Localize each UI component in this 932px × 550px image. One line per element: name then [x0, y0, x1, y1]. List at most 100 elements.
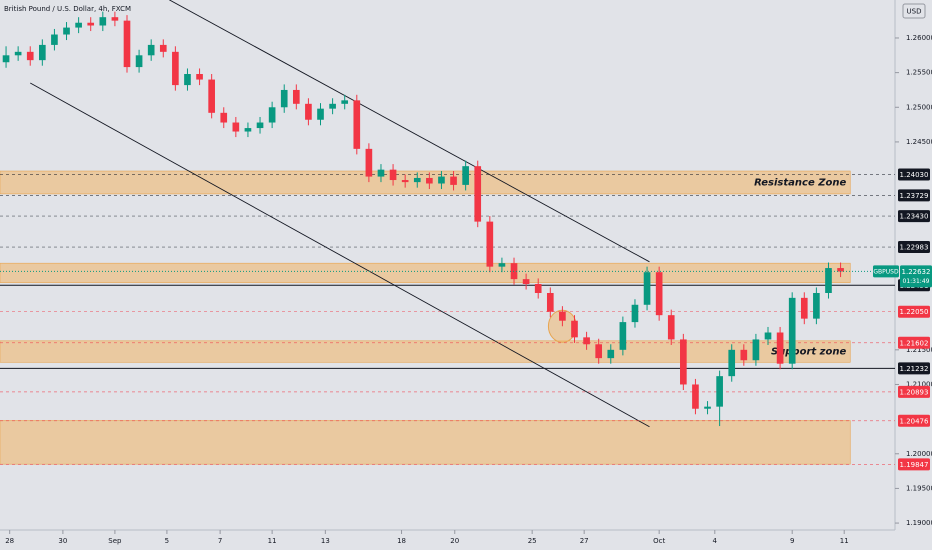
currency-box[interactable]: [902, 3, 926, 19]
candle-body: [14, 51, 22, 56]
candle-body: [39, 44, 46, 61]
candle-body: [232, 122, 240, 132]
x-tick-label: 25: [528, 537, 537, 545]
zone: [0, 340, 851, 363]
price-label: 1.22983: [900, 244, 929, 252]
price-label-box: [898, 241, 930, 254]
candle-body: [498, 263, 506, 267]
candle-body: [123, 20, 131, 68]
x-tick-label: 4: [713, 537, 718, 545]
candle-body: [474, 166, 482, 222]
candle-body: [208, 79, 215, 113]
candle-body: [268, 107, 276, 123]
candle-body: [510, 263, 518, 280]
candle-body: [655, 272, 663, 316]
price-label: 1.19847: [900, 461, 929, 469]
candle-body: [534, 283, 542, 293]
candle-body: [462, 166, 469, 185]
candle-body: [280, 89, 288, 108]
candle-body: [196, 74, 203, 80]
candle-body: [619, 322, 627, 350]
x-tick-label: 7: [218, 537, 222, 545]
candle-body: [764, 332, 772, 340]
channel-line: [169, 0, 650, 263]
candle-body: [752, 339, 760, 361]
price-label: 1.24030: [900, 171, 929, 179]
zone-label: Resistance Zone: [754, 177, 846, 188]
candle-body: [305, 103, 312, 120]
candle-body: [692, 384, 699, 409]
zone: [0, 262, 851, 283]
channel-line: [30, 82, 650, 428]
candle-body: [546, 292, 554, 312]
countdown: 01:31:49: [903, 278, 930, 285]
candle-body: [26, 51, 34, 61]
candle-body: [75, 22, 82, 28]
candle-body: [353, 100, 361, 149]
candle-body: [631, 304, 639, 323]
candle-body: [825, 268, 832, 293]
price-label-box: [898, 336, 930, 349]
candle-body: [800, 297, 808, 319]
candle-body: [486, 221, 494, 267]
candle-body: [2, 55, 10, 63]
candle-body: [813, 292, 820, 319]
price-label-box: [898, 168, 930, 181]
x-tick-label: 30: [58, 537, 67, 545]
price-label: 1.22050: [900, 308, 929, 316]
x-tick-label: 9: [790, 537, 794, 545]
candle-body: [559, 311, 566, 321]
price-label: 1.21602: [900, 339, 929, 347]
candle-body: [607, 349, 615, 359]
candle-body: [292, 89, 300, 104]
chart-title: British Pound / U.S. Dollar, 4h, FXCM: [4, 5, 131, 13]
last-price-box: [873, 265, 899, 278]
last-price-label-box: [900, 265, 932, 288]
x-tick-label: 20: [450, 537, 459, 545]
candle-body: [329, 103, 336, 109]
candle-body: [776, 332, 784, 364]
y-tick-label: 1.20000: [906, 450, 932, 458]
candle-body: [147, 44, 155, 56]
price-label-box: [898, 458, 930, 471]
candle-body: [99, 17, 107, 26]
x-tick-label: 18: [397, 537, 406, 545]
y-tick-label: 1.19500: [906, 484, 932, 492]
candle-body: [788, 297, 796, 364]
price-label: 1.20893: [900, 388, 929, 396]
candle-body: [63, 27, 70, 35]
candle-body: [571, 320, 578, 338]
candle-body: [220, 112, 228, 123]
candle-body: [643, 272, 651, 305]
candle-body: [837, 268, 844, 272]
candle-body: [401, 180, 409, 183]
y-tick-label: 1.26000: [906, 34, 932, 42]
x-tick-label: 28: [5, 537, 14, 545]
candle-body: [667, 315, 675, 340]
x-tick-label: Sep: [108, 537, 122, 545]
y-tick-label: 1.24500: [906, 138, 932, 146]
price-label-box: [898, 414, 930, 427]
candle-body: [244, 128, 252, 132]
candle-body: [450, 176, 457, 185]
zone-label: Support zone: [771, 347, 847, 358]
y-tick-label: 1.21500: [906, 346, 932, 354]
y-tick-label: 1.21000: [906, 380, 932, 388]
price-label-box: [898, 189, 930, 202]
x-tick-label: 5: [165, 537, 169, 545]
currency[interactable]: USD: [907, 8, 922, 16]
price-label: 1.20476: [900, 417, 929, 425]
candle-body: [341, 100, 349, 104]
candle-body: [522, 279, 530, 284]
y-tick-label: 1.19000: [906, 519, 932, 527]
candle-body: [135, 55, 143, 68]
candle-body: [317, 108, 324, 120]
zone: [0, 170, 851, 195]
candle-body: [728, 349, 736, 377]
candle-body: [51, 34, 58, 45]
price-label: 1.23430: [900, 213, 929, 221]
price-label-box: [898, 362, 930, 375]
candle-body: [377, 169, 385, 177]
